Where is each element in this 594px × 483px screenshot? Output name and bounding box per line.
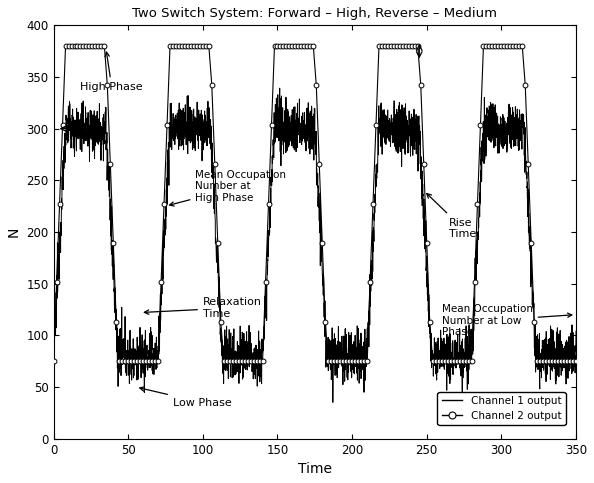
Text: Low Phase: Low Phase — [140, 387, 232, 408]
Legend: Channel 1 output, Channel 2 output: Channel 1 output, Channel 2 output — [437, 392, 565, 425]
Title: Two Switch System: Forward – High, Reverse – Medium: Two Switch System: Forward – High, Rever… — [132, 7, 497, 20]
Text: Relaxation
Time: Relaxation Time — [144, 297, 262, 319]
Y-axis label: N: N — [7, 227, 21, 237]
Text: Mean Occupation
Number at Low
Phase: Mean Occupation Number at Low Phase — [442, 304, 572, 337]
Text: Mean Occupation
Number at
High Phase: Mean Occupation Number at High Phase — [170, 170, 286, 206]
X-axis label: Time: Time — [298, 462, 332, 476]
Text: High Phase: High Phase — [80, 52, 143, 92]
Text: Rise
Time: Rise Time — [426, 194, 476, 239]
